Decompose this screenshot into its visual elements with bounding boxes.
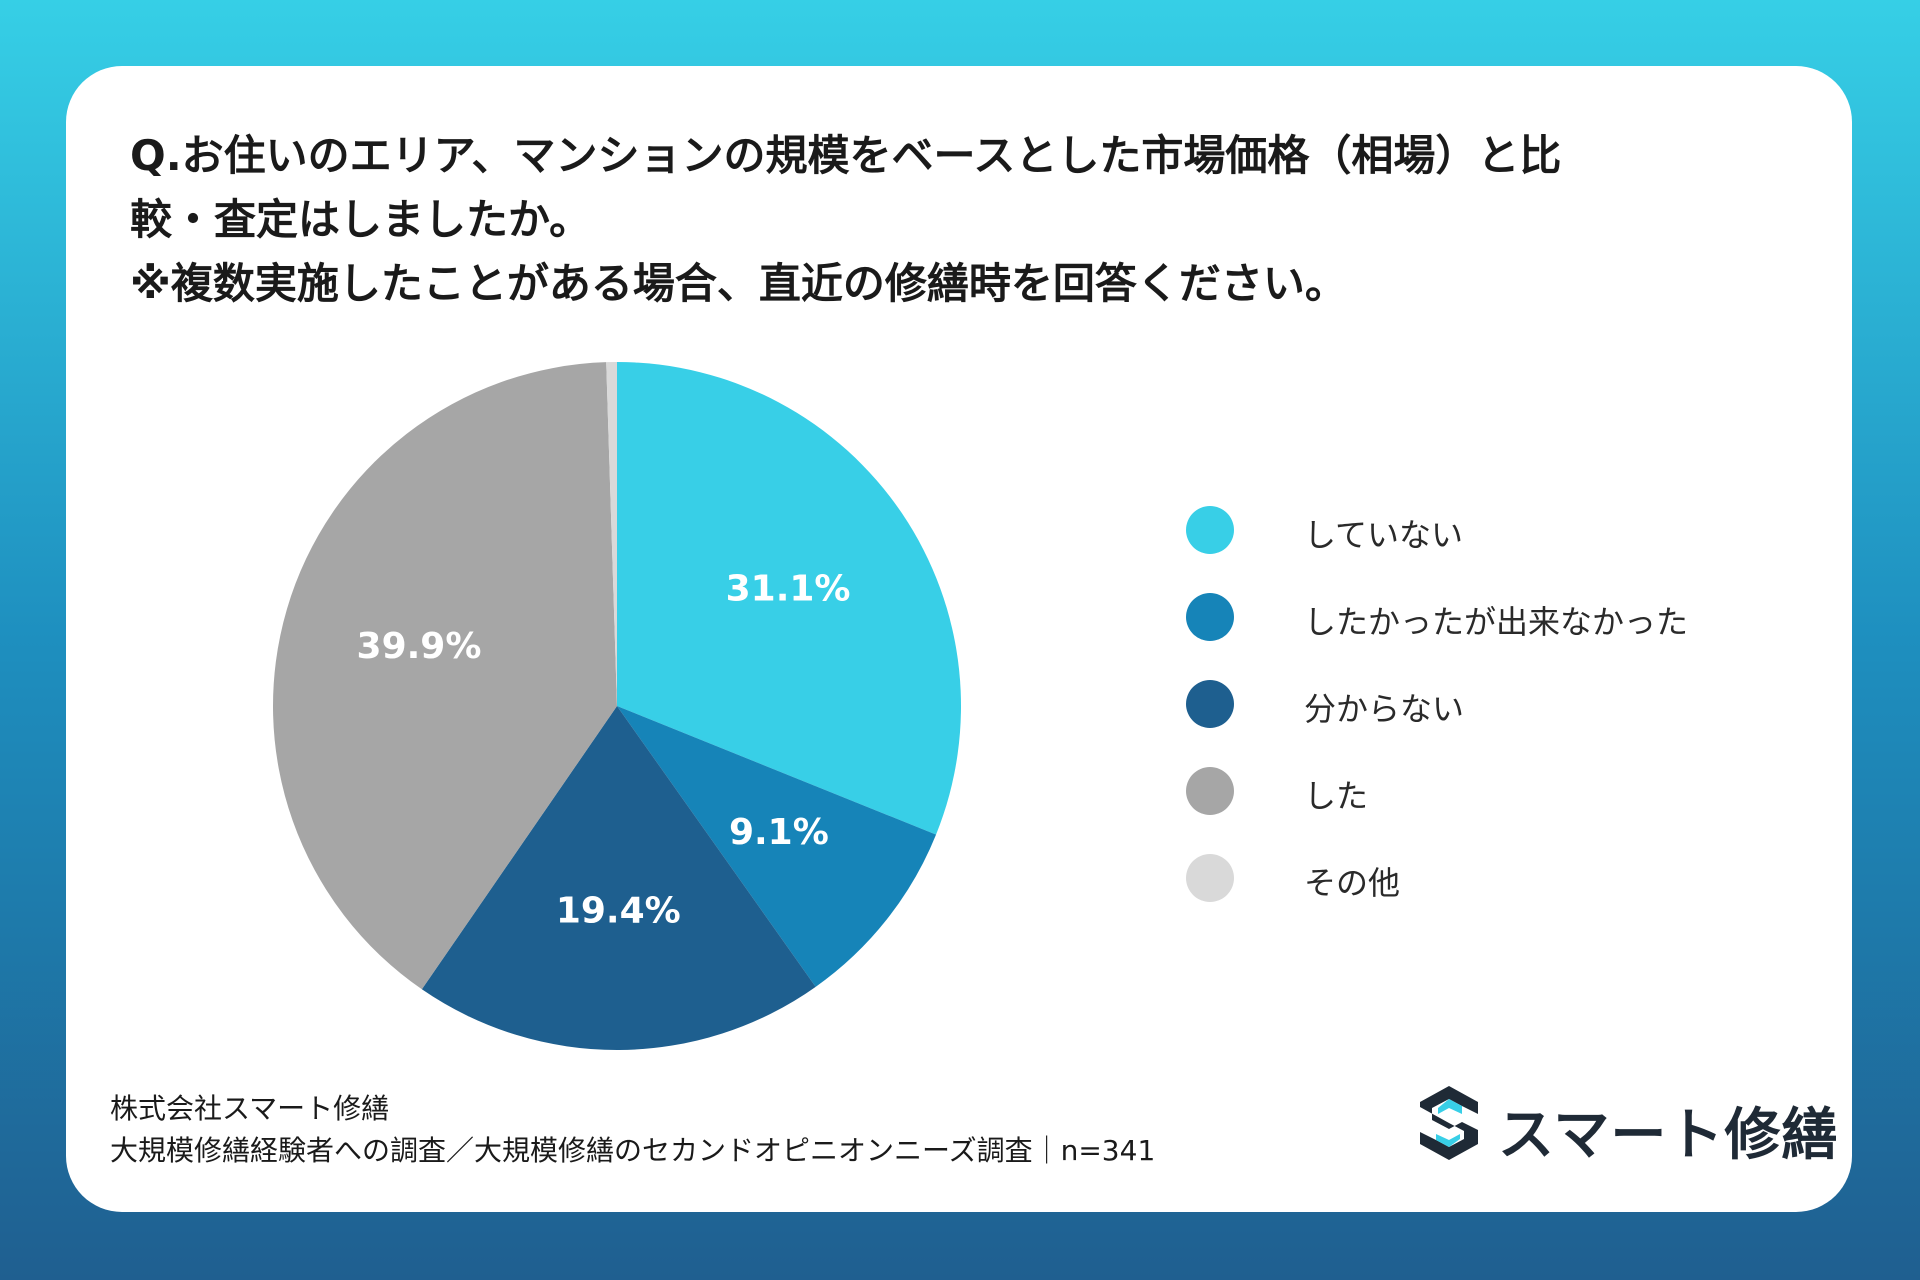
pie-data-label: 39.9% [357, 626, 482, 667]
title-line-1: Q.お住いのエリア、マンションの規模をベースとした市場価格（相場）と比 [130, 131, 1562, 180]
pie-slice [617, 706, 937, 987]
legend-label: 分からない [1304, 690, 1465, 728]
pie-slice [421, 706, 816, 1050]
pie-chart: 31.1% 9.1% 19.4% 39.9% [273, 362, 962, 1050]
pie-data-label: 9.1% [729, 812, 829, 853]
pie-data-label: 31.1% [726, 569, 851, 610]
legend-label: した [1304, 777, 1369, 815]
legend-label: していない [1304, 516, 1464, 554]
legend-label: したかったが出来なかった [1304, 603, 1689, 641]
footer: 株式会社スマート修繕 大規模修繕経験者への調査／大規模修繕のセカンドオピニオンニ… [110, 1088, 1155, 1172]
pie-slice [617, 362, 962, 835]
legend-swatch [1186, 854, 1234, 902]
legend-swatch [1186, 680, 1234, 728]
s-logo-icon [1420, 1086, 1478, 1160]
footer-company: 株式会社スマート修繕 [110, 1092, 390, 1125]
chart-title: Q.お住いのエリア、マンションの規模をベースとした市場価格（相場）と比 較・査定… [130, 124, 1770, 316]
legend-swatch [1186, 506, 1234, 554]
title-line-2: 較・査定はしましたか。 [130, 195, 592, 244]
footer-source: 大規模修繕経験者への調査／大規模修繕のセカンドオピニオンニーズ調査｜n=341 [110, 1134, 1156, 1167]
pie-slice [273, 362, 617, 990]
legend-swatch [1186, 593, 1234, 641]
legend-swatch [1186, 767, 1234, 815]
pie-data-label: 19.4% [556, 890, 681, 931]
pie-slice [606, 362, 617, 706]
chart-card: Q.お住いのエリア、マンションの規模をベースとした市場価格（相場）と比 較・査定… [66, 66, 1852, 1212]
legend-label: その他 [1304, 864, 1401, 902]
title-line-3: ※複数実施したことがある場合、直近の修繕時を回答ください。 [130, 259, 1347, 308]
logo-text: スマート修繕 [1498, 1103, 1839, 1168]
